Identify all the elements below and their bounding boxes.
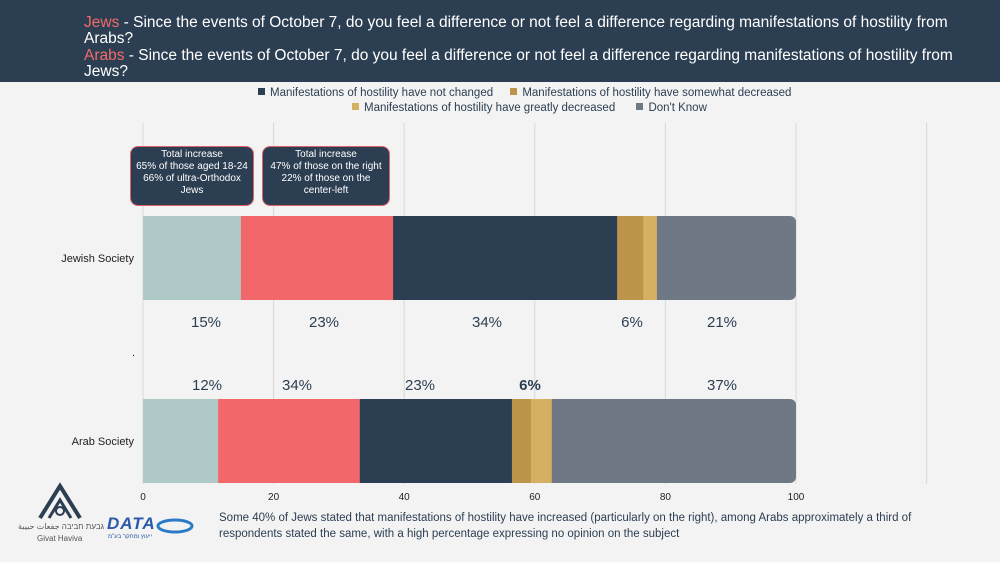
- callout-jews-political: Total increase 47% of those on the right…: [262, 146, 390, 206]
- bar-end-cap: [782, 216, 796, 300]
- bar-segment: [656, 216, 790, 300]
- data-label: 15%: [191, 314, 221, 331]
- givat-haviva-logo-mark: [38, 482, 82, 520]
- givat-haviva-hebrew: גבעת חביבה جفعات حبيبة: [18, 522, 104, 531]
- category-separator-label: .: [132, 347, 135, 359]
- x-tick-label: 60: [529, 492, 541, 503]
- legend-label: Manifestations of hostility have greatly…: [364, 102, 616, 114]
- legend-swatch: [258, 88, 265, 95]
- data-label: 6%: [621, 314, 643, 331]
- callout-title: Total increase: [161, 149, 223, 160]
- title-arabs: Arabs - Since the events of October 7, d…: [84, 48, 984, 80]
- title-jews: Jews - Since the events of October 7, do…: [84, 15, 984, 47]
- bar-segment: [551, 399, 790, 483]
- title-arabs-text: - Since the events of October 7, do you …: [84, 47, 953, 80]
- bar-segment: [643, 216, 658, 300]
- footnote: Some 40% of Jews stated that manifestati…: [219, 512, 912, 540]
- givat-haviva-name: Givat Haviva: [37, 534, 83, 543]
- data-label: 6%: [519, 377, 541, 394]
- title-banner: Jews - Since the events of October 7, do…: [0, 0, 1000, 82]
- legend-item-dont-know: Don't Know: [636, 102, 707, 114]
- data-label: 34%: [472, 314, 502, 331]
- callout-line: 66% of ultra-Orthodox Jews: [143, 173, 241, 196]
- legend-item-somewhat-decreased: Manifestations of hostility have somewha…: [510, 87, 791, 99]
- category-label: Arab Society: [72, 436, 135, 448]
- data-logo-sub: ייעוץ ומחקר בע"מ: [108, 534, 153, 540]
- legend-swatch: [352, 103, 359, 110]
- bar-segment: [240, 216, 394, 300]
- data-label: 12%: [192, 377, 222, 394]
- legend-item-not-changed: Manifestations of hostility have not cha…: [258, 87, 493, 99]
- callout-jews-young-orthodox: Total increase 65% of those aged 18-24 6…: [130, 146, 254, 206]
- legend-label: Don't Know: [648, 102, 707, 114]
- callout-line: 47% of those on the right: [270, 161, 382, 172]
- legend-item-greatly-decreased: Manifestations of hostility have greatly…: [352, 102, 615, 114]
- data-logo-text: DATA: [107, 514, 156, 533]
- x-tick-label: 20: [268, 492, 280, 503]
- legend-swatch: [510, 88, 518, 95]
- legend-row-2: Manifestations of hostility have greatly…: [352, 102, 707, 115]
- x-tick-label: 80: [660, 492, 672, 503]
- title-jews-highlight: Jews: [84, 14, 120, 31]
- title-jews-text: - Since the events of October 7, do you …: [84, 14, 948, 47]
- title-arabs-highlight: Arabs: [84, 47, 125, 64]
- bar-end-cap: [782, 399, 796, 483]
- data-label: 21%: [707, 314, 737, 331]
- x-tick-label: 100: [788, 492, 805, 503]
- category-label: Jewish Society: [61, 253, 134, 265]
- data-logo-swoosh: [156, 518, 194, 534]
- legend-label: Manifestations of hostility have not cha…: [270, 87, 494, 99]
- data-label: 37%: [707, 377, 737, 394]
- bar-segment: [218, 399, 361, 483]
- bar-segment: [617, 216, 644, 300]
- data-label: 34%: [282, 377, 312, 394]
- data-label: 23%: [309, 314, 339, 331]
- bar-segment: [393, 216, 618, 300]
- data-label: 23%: [405, 377, 435, 394]
- legend-swatch: [636, 103, 644, 110]
- callout-line: 65% of those aged 18-24: [136, 161, 248, 172]
- bar-segment: [359, 399, 513, 483]
- callout-title: Total increase: [295, 149, 357, 160]
- x-tick-label: 40: [399, 492, 411, 503]
- legend-label: Manifestations of hostility have somewha…: [522, 87, 792, 99]
- legend-row-1: Manifestations of hostility have not cha…: [258, 87, 791, 100]
- bar-segment: [143, 216, 242, 300]
- x-tick-label: 0: [140, 492, 146, 503]
- callout-line: 22% of those on the center-left: [281, 173, 371, 196]
- bar-segment: [530, 399, 553, 483]
- bar-segment: [511, 399, 532, 483]
- bar-segment: [143, 399, 219, 483]
